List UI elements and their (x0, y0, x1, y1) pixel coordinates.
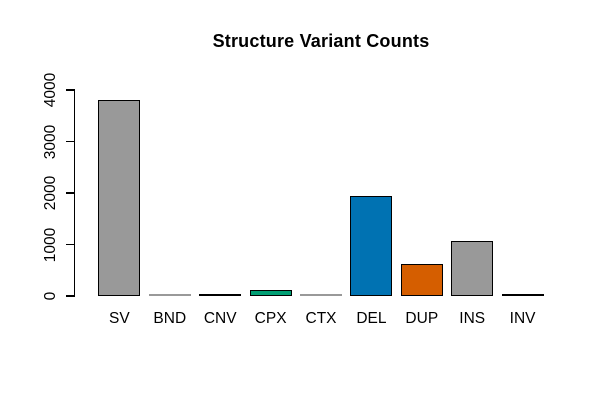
x-category-label-cnv: CNV (203, 310, 237, 327)
x-category-label-dup: DUP (405, 310, 439, 327)
x-category-label-cpx: CPX (254, 310, 287, 327)
chart-title: Structure Variant Counts (212, 31, 430, 51)
bar-cnv (199, 294, 242, 296)
bar-bnd (148, 294, 191, 296)
x-category-label-inv: INV (509, 310, 536, 327)
y-tick (66, 243, 74, 246)
bar-del (350, 195, 393, 296)
x-category-label-bnd: BND (153, 310, 187, 327)
x-category-label-del: DEL (356, 310, 387, 327)
y-tick-label: 1000 (42, 227, 59, 262)
y-tick-label: 0 (42, 291, 59, 301)
y-tick (66, 140, 74, 143)
bar-sv (98, 100, 141, 296)
bar-ctx (300, 294, 342, 296)
x-category-label-ctx: CTX (305, 310, 337, 327)
x-category-label-sv: SV (109, 310, 130, 327)
y-tick (66, 295, 74, 297)
y-axis-line (73, 89, 75, 297)
x-category-label-ins: INS (459, 310, 486, 327)
y-tick (66, 192, 74, 194)
y-tick-label: 2000 (42, 175, 59, 211)
bar-cpx (249, 290, 292, 296)
bar-ins (451, 241, 494, 296)
bar-dup (400, 264, 443, 296)
bar-inv (501, 294, 544, 296)
y-tick (66, 89, 74, 91)
y-tick-label: 4000 (42, 72, 59, 108)
y-tick-label: 3000 (42, 124, 59, 159)
plot-area: SV BND CNV CPX CTX DEL DUP INS INV (90, 90, 552, 327)
